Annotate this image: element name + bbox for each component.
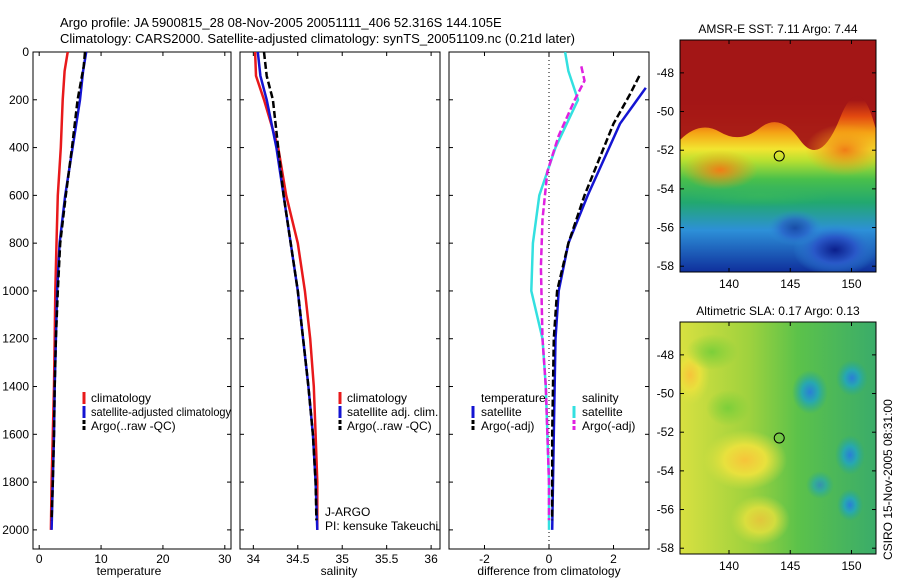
- legend-label-argo: Argo(..raw -QC): [91, 419, 176, 433]
- temperature-axes-frame: [32, 51, 232, 550]
- temperature-x-ticks: 0 10 20 30: [36, 52, 232, 566]
- salinity-series: [253, 52, 319, 530]
- float-pi-label: PI: kensuke Takeuchi: [325, 519, 438, 533]
- sst-map-x-ticks: 140 145 150: [719, 40, 862, 291]
- map-y-tick-label: -50: [657, 387, 675, 401]
- sla-heatmap: [680, 322, 876, 554]
- map-y-tick-label: -56: [657, 221, 675, 235]
- map-y-tick-label: -52: [657, 143, 675, 157]
- x-tick-label: 30: [218, 552, 232, 566]
- y-tick-label: 1000: [2, 284, 29, 298]
- sst-map-frame: [679, 39, 877, 273]
- map-y-tick-label: -58: [657, 259, 675, 273]
- sst-map-title: AMSR-E SST: 7.11 Argo: 7.44: [698, 22, 858, 36]
- legend-label-climatology: climatology: [91, 391, 151, 405]
- series-line: [50, 52, 87, 521]
- sla-map-frame: [679, 321, 877, 555]
- sst-heatmap: [680, 40, 876, 272]
- difference-y-ticks: [449, 51, 649, 531]
- legend-label-satellite: satellite-adjusted climatology: [91, 405, 231, 419]
- legend-group-salinity: salinity: [582, 391, 619, 405]
- x-tick-label: 35.5: [375, 552, 399, 566]
- sla-map-title: Altimetric SLA: 0.17 Argo: 0.13: [696, 304, 860, 318]
- series-line: [253, 52, 319, 530]
- difference-panel: -2 0 2 difference from climatology tempera…: [448, 51, 650, 578]
- legend-label-salinity-argo: Argo(-adj): [582, 419, 635, 433]
- figure-title-line2: Climatology: CARS2000. Satellite-adjuste…: [60, 31, 575, 46]
- difference-series: [530, 52, 647, 530]
- series-line: [550, 75, 641, 521]
- map-x-tick-label: 140: [719, 277, 739, 291]
- legend-label-salinity-satellite: satellite: [582, 405, 623, 419]
- y-tick-label: 2000: [2, 523, 29, 537]
- sla-argo-position-marker: [773, 432, 785, 444]
- map-y-tick-label: -48: [657, 66, 675, 80]
- sst-map-y-ticks: -48 -50 -52 -54 -56 -58: [657, 66, 876, 273]
- salinity-axes-frame: [239, 51, 441, 550]
- series-line: [539, 66, 586, 521]
- x-tick-label: 2: [610, 552, 617, 566]
- map-y-tick-label: -56: [657, 503, 675, 517]
- difference-legend: temperature satellite Argo(-adj) salinit…: [471, 391, 635, 433]
- x-tick-label: 10: [94, 552, 108, 566]
- y-tick-label: 1600: [2, 427, 29, 441]
- y-tick-label: 1800: [2, 475, 29, 489]
- salinity-x-ticks: 34 34.5 35 35.5 36: [247, 52, 438, 566]
- map-y-tick-label: -54: [657, 464, 675, 478]
- map-y-tick-label: -50: [657, 105, 675, 119]
- salinity-legend: climatology satellite adj. clim. Argo(..…: [338, 391, 438, 433]
- map-y-tick-label: -48: [657, 348, 675, 362]
- map-y-tick-label: -54: [657, 182, 675, 196]
- map-x-tick-label: 145: [780, 559, 800, 573]
- y-tick-label: 400: [9, 141, 29, 155]
- map-x-tick-label: 150: [841, 559, 861, 573]
- figure-title-line1: Argo profile: JA 5900815_28 08-Nov-2005 …: [60, 15, 502, 30]
- legend-label-temperature-satellite: satellite: [481, 405, 522, 419]
- salinity-xlabel: salinity: [321, 564, 358, 578]
- map-y-tick-label: -58: [657, 541, 675, 555]
- temperature-legend: climatology satellite-adjusted climatolo…: [82, 391, 231, 433]
- sst-argo-position-marker: [773, 150, 785, 162]
- temperature-y-ticks: 0 200 400 600 800 1000 1200 1400 1600 1800 2000: [2, 45, 231, 537]
- temperature-series: [49, 52, 88, 530]
- map-x-tick-label: 145: [780, 277, 800, 291]
- x-tick-label: 20: [156, 552, 170, 566]
- map-x-tick-label: 150: [841, 277, 861, 291]
- x-tick-label: -2: [479, 552, 490, 566]
- sla-map-x-ticks: 140 145 150: [719, 322, 862, 573]
- legend-label-temperature-argo: Argo(-adj): [481, 419, 534, 433]
- legend-group-temperature: temperature: [481, 391, 546, 405]
- x-tick-label: 34: [247, 552, 261, 566]
- x-tick-label: 0: [546, 552, 553, 566]
- y-tick-label: 200: [9, 93, 29, 107]
- float-program-label: J-ARGO: [325, 505, 370, 519]
- y-tick-label: 1200: [2, 332, 29, 346]
- legend-label-argo: Argo(..raw -QC): [347, 419, 432, 433]
- sst-map-panel: AMSR-E SST: 7.11 Argo: 7.44 -48 -50 -52 -54…: [657, 22, 877, 291]
- difference-xlabel: difference from climatology: [477, 564, 620, 578]
- side-timestamp-label: CSIRO 15-Nov-2005 08:31:00: [881, 399, 895, 560]
- map-y-tick-label: -52: [657, 425, 675, 439]
- temperature-xlabel: temperature: [97, 564, 162, 578]
- y-tick-label: 800: [9, 236, 29, 250]
- sla-map-panel: Altimetric SLA: 0.17 Argo: 0.13 -48 -50 -5…: [657, 304, 877, 573]
- y-tick-label: 1400: [2, 380, 29, 394]
- legend-label-climatology: climatology: [347, 391, 407, 405]
- salinity-y-ticks: [240, 51, 440, 531]
- map-x-tick-label: 140: [719, 559, 739, 573]
- salinity-panel: 34 34.5 35 35.5 36 salinity climatology sate…: [239, 51, 441, 578]
- y-tick-label: 600: [9, 188, 29, 202]
- x-tick-label: 36: [424, 552, 438, 566]
- y-tick-label: 0: [22, 45, 29, 59]
- temperature-panel: 0 200 400 600 800 1000 1200 1400 1600 1800 2000 0 1…: [2, 45, 232, 578]
- series-line: [262, 52, 318, 521]
- x-tick-label: 0: [36, 552, 43, 566]
- x-tick-label: 34.5: [286, 552, 310, 566]
- legend-label-satellite: satellite adj. clim.: [347, 405, 438, 419]
- x-tick-label: 35: [336, 552, 350, 566]
- sla-map-y-ticks: -48 -50 -52 -54 -56 -58: [657, 348, 876, 555]
